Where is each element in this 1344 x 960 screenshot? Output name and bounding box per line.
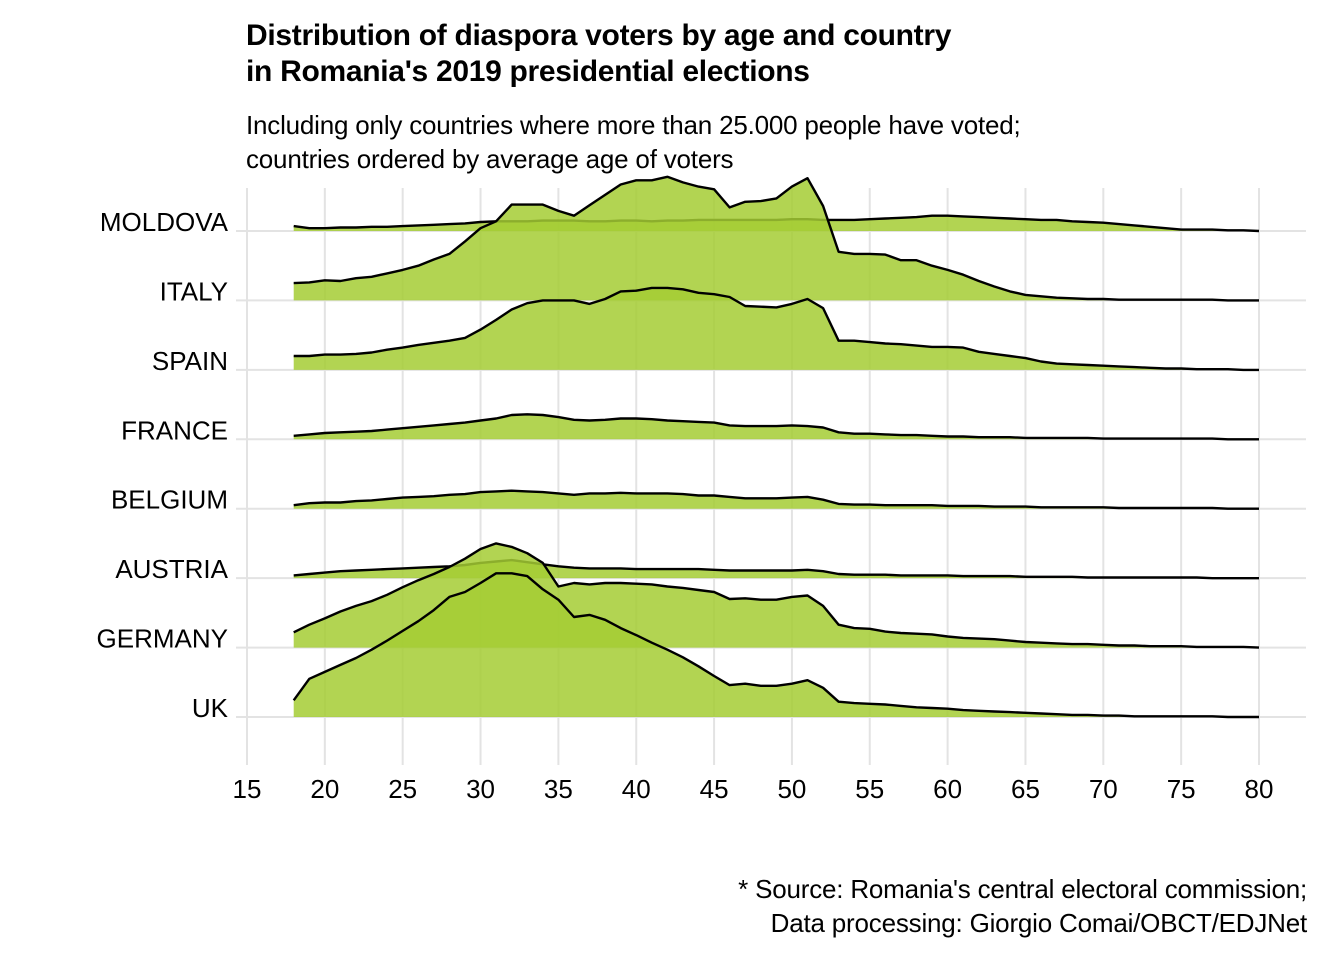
caption-line-2: Data processing: Giorgio Comai/OBCT/EDJN… xyxy=(770,908,1308,938)
ridge-area-italy xyxy=(293,176,1259,301)
ridge-line-italy xyxy=(293,175,1259,302)
ridge-spain xyxy=(293,286,1259,372)
y-label-austria: AUSTRIA xyxy=(115,554,228,584)
x-axis-labels: 15 20 25 30 35 40 45 50 55 60 65 70 75 80 xyxy=(233,774,1274,804)
y-label-france: FRANCE xyxy=(121,415,228,445)
chart-title-line-2: in Romania's 2019 presidential elections xyxy=(246,55,810,88)
chart-subtitle-line-2: countries ordered by average age of vote… xyxy=(246,144,734,174)
x-tick-label-65: 65 xyxy=(1011,774,1040,804)
ridge-line-france xyxy=(293,413,1259,441)
ridge-area-uk xyxy=(293,573,1259,718)
x-tick-label-60: 60 xyxy=(933,774,962,804)
y-label-uk: UK xyxy=(192,693,229,723)
ridge-line-spain xyxy=(293,286,1259,372)
ridge-italy xyxy=(293,175,1259,302)
x-tick-label-45: 45 xyxy=(700,774,729,804)
y-axis-labels: MOLDOVA ITALY SPAIN FRANCE BELGIUM AUSTRIA GER… xyxy=(97,207,229,723)
x-tick-label-30: 30 xyxy=(466,774,495,804)
ridge-france xyxy=(293,413,1259,441)
caption-line-1: * Source: Romania's central electoral co… xyxy=(738,874,1307,904)
chart-title: Distribution of diaspora voters by age a… xyxy=(246,18,951,90)
y-label-spain: SPAIN xyxy=(152,346,228,376)
y-label-italy: ITALY xyxy=(160,276,228,306)
x-tick-label-25: 25 xyxy=(388,774,417,804)
x-tick-label-70: 70 xyxy=(1089,774,1118,804)
ridge-uk xyxy=(292,572,1259,719)
x-tick-label-80: 80 xyxy=(1245,774,1274,804)
chart-subtitle: Including only countries where more than… xyxy=(246,108,1021,176)
y-label-moldova: MOLDOVA xyxy=(100,207,229,237)
ridge-area-spain xyxy=(293,287,1259,370)
chart-title-line-1: Distribution of diaspora voters by age a… xyxy=(246,19,952,52)
x-tick-label-50: 50 xyxy=(777,774,806,804)
x-tick-label-55: 55 xyxy=(855,774,884,804)
ridge-line-germany xyxy=(293,542,1260,649)
x-tick-label-35: 35 xyxy=(544,774,573,804)
y-label-belgium: BELGIUM xyxy=(111,485,228,515)
y-label-germany: GERMANY xyxy=(97,624,228,654)
x-tick-label-20: 20 xyxy=(310,774,339,804)
x-tick-label-75: 75 xyxy=(1167,774,1196,804)
ridge-line-uk xyxy=(292,572,1259,719)
ridge-area-belgium xyxy=(293,490,1259,509)
chart-caption: * Source: Romania's central electoral co… xyxy=(738,872,1307,940)
x-tick-label-40: 40 xyxy=(622,774,651,804)
x-tick-label-15: 15 xyxy=(233,774,262,804)
chart-subtitle-line-1: Including only countries where more than… xyxy=(246,110,1021,140)
ridges xyxy=(292,175,1260,719)
ridge-line-belgium xyxy=(293,489,1259,510)
ridge-belgium xyxy=(293,489,1259,510)
